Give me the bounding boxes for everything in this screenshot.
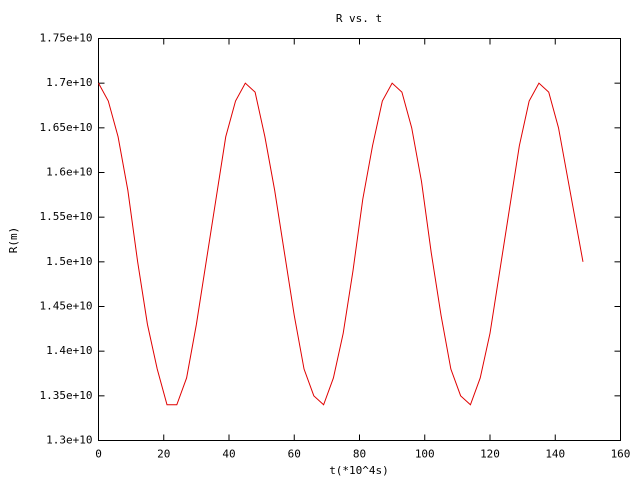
x-tick-label: 100 [415, 448, 435, 461]
x-tick-label: 120 [480, 448, 500, 461]
y-axis-label: R(m) [7, 227, 20, 254]
y-tick-label: 1.35e+10 [40, 389, 93, 402]
y-tick-label: 1.45e+10 [40, 300, 93, 313]
y-tick-label: 1.75e+10 [40, 32, 93, 45]
y-tick-label: 1.4e+10 [46, 344, 92, 357]
y-tick-label: 1.5e+10 [46, 255, 92, 268]
plot-frame [98, 38, 621, 441]
x-tick-label: 160 [611, 448, 631, 461]
y-tick-label: 1.55e+10 [40, 210, 93, 223]
chart-title: R vs. t [336, 12, 382, 25]
y-tick-label: 1.7e+10 [46, 76, 92, 89]
y-tick-label: 1.65e+10 [40, 121, 93, 134]
x-axis-label: t(*10^4s) [329, 464, 389, 477]
y-tick-label: 1.3e+10 [46, 434, 92, 447]
x-tick-label: 60 [288, 448, 301, 461]
x-tick-label: 40 [222, 448, 235, 461]
x-tick-label: 140 [545, 448, 565, 461]
x-tick-label: 80 [353, 448, 366, 461]
x-tick-label: 0 [95, 448, 102, 461]
data-line [98, 82, 584, 406]
x-tick-label: 20 [157, 448, 170, 461]
y-tick-label: 1.6e+10 [46, 166, 92, 179]
